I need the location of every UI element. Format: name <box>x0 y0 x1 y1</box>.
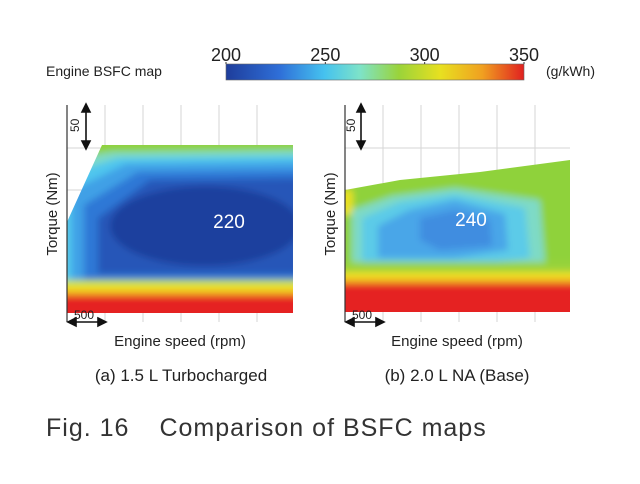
panel-a-y-scale-label: 50 <box>68 118 82 132</box>
panel-b-x-scale-label: 500 <box>352 308 372 322</box>
colorbar-tick-300: 300 <box>410 45 440 65</box>
panel-b-x-label: Engine speed (rpm) <box>391 333 523 350</box>
colorbar-ticks: 200 250 300 350 <box>211 45 539 65</box>
figure-caption: Fig. 16 Comparison of BSFC maps <box>46 414 487 443</box>
panel-b-y-label: Torque (Nm) <box>322 172 339 255</box>
panel-a-x-scale-label: 500 <box>74 308 94 322</box>
caption-title: Comparison of BSFC maps <box>159 414 487 442</box>
panel-a-y-label: Torque (Nm) <box>44 172 61 255</box>
panel-b-y-scale-label: 50 <box>344 118 358 132</box>
colorbar <box>225 63 525 81</box>
panel-b-contour <box>345 160 570 312</box>
panel-a-x-label: Engine speed (rpm) <box>114 333 246 350</box>
panel-b-y-scale-arrow <box>355 102 367 151</box>
panel-b-subtitle: (b) 2.0 L NA (Base) <box>385 366 530 385</box>
colorbar-unit: (g/kWh) <box>546 63 595 79</box>
panel-b-x-scale-arrow <box>344 316 386 328</box>
colorbar-tick-250: 250 <box>310 45 340 65</box>
panel-a-contour <box>67 145 293 313</box>
panel-a-y-scale-arrow <box>80 102 92 151</box>
caption-fig-label: Fig. 16 <box>46 414 130 442</box>
panel-a: 50 500 220 Torque (Nm) Engine speed (rpm… <box>44 102 293 385</box>
panel-a-x-scale-arrow <box>66 316 108 328</box>
panel-b-min-label: 240 <box>455 210 487 231</box>
panel-a-min-label: 220 <box>213 212 245 233</box>
panel-b: 50 500 240 Torque (Nm) Engine speed (rpm… <box>322 102 570 385</box>
colorbar-tick-350: 350 <box>509 45 539 65</box>
colorbar-tick-200: 200 <box>211 45 241 65</box>
panel-a-subtitle: (a) 1.5 L Turbocharged <box>95 366 267 385</box>
colorbar-label: Engine BSFC map <box>46 63 162 79</box>
